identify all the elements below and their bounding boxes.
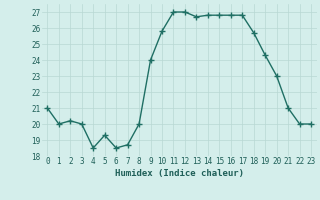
- X-axis label: Humidex (Indice chaleur): Humidex (Indice chaleur): [115, 169, 244, 178]
